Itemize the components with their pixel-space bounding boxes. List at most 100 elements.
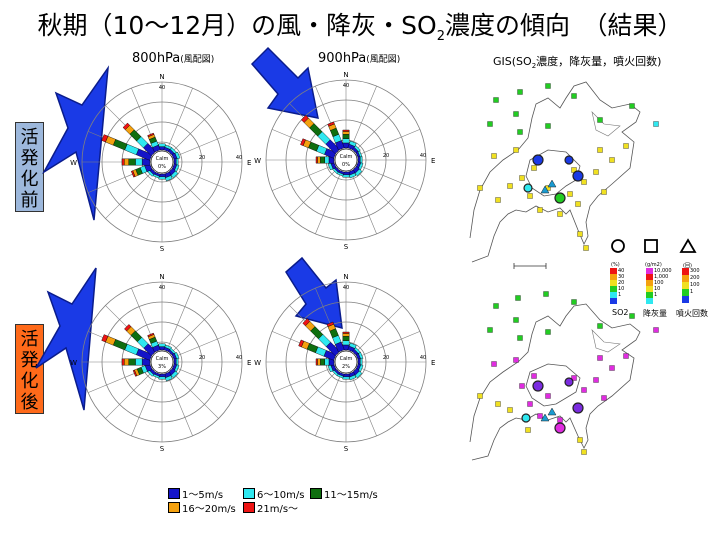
legend-value: 1	[654, 292, 658, 298]
rose-segment	[176, 358, 179, 366]
calm-value: 2%	[342, 364, 350, 370]
gis-so2-marker	[554, 422, 566, 434]
gis-station-marker	[507, 407, 513, 413]
rose-bar-WNW	[101, 134, 153, 161]
calm-value: 0%	[158, 164, 166, 170]
rose-segment	[158, 176, 166, 180]
rose-segment	[298, 339, 305, 348]
rose-west-label: W	[254, 157, 261, 165]
rose-segment	[348, 342, 357, 349]
rose-segment	[128, 358, 136, 366]
rose-bar-W	[121, 158, 151, 166]
gis-station-marker	[593, 377, 599, 383]
so2-legend-swatch	[610, 286, 617, 292]
gis-station-marker	[495, 197, 501, 203]
gis-so2-marker	[572, 402, 584, 414]
calm-circle	[334, 350, 358, 374]
rose-bar-NW	[122, 122, 157, 157]
rose-bar-SSE	[347, 169, 357, 179]
rose-segment	[327, 162, 334, 171]
erupt-legend-name: 噴火回数	[676, 309, 708, 318]
gis-station-marker	[515, 295, 521, 301]
gis-so2-marker	[554, 192, 566, 204]
erupt-legend-unit: (回)	[683, 263, 692, 269]
rose-segment	[300, 138, 306, 146]
rose-segment	[135, 158, 143, 166]
rose-north-label: N	[343, 273, 348, 281]
gis-station-marker	[577, 231, 583, 237]
rose-segment	[342, 131, 350, 135]
rose-tick-40: 40	[159, 85, 165, 91]
rose-segment	[101, 134, 109, 143]
gis-station-marker	[557, 211, 563, 217]
gis-map-before	[469, 81, 659, 269]
gis-station-marker	[545, 329, 551, 335]
gis-station-marker	[567, 191, 573, 197]
arrow-800-after	[35, 267, 97, 411]
rose-segment	[130, 170, 136, 178]
rose-bar-WSW	[327, 161, 337, 171]
rose-bar-SSE	[163, 171, 173, 182]
calm-circle	[334, 148, 358, 172]
rose-west-label: W	[70, 159, 77, 167]
gis-station-marker	[597, 355, 603, 361]
rose-segment	[147, 132, 155, 138]
rose-east-label: E	[431, 359, 435, 367]
gis-station-marker	[513, 357, 519, 363]
gis-station-marker	[493, 97, 499, 103]
gis-station-marker	[513, 111, 519, 117]
gis-station-marker	[575, 201, 581, 207]
rose-east-label: E	[431, 157, 435, 165]
gis-station-marker	[653, 121, 659, 127]
ash-legend-swatch	[646, 280, 653, 286]
rose-bar-WSW	[132, 363, 153, 377]
gis-station-marker	[537, 413, 543, 419]
calm-label: Calm	[156, 156, 169, 162]
gis-station-marker	[571, 93, 577, 99]
ash-legend-unit: (g/m2)	[645, 262, 662, 268]
rose-tick-40-east: 40	[420, 355, 426, 361]
gis-station-marker	[571, 375, 577, 381]
gis-station-marker	[491, 361, 497, 367]
legend-value: 20	[618, 280, 625, 286]
rose-bar-W	[315, 156, 335, 164]
erupt-legend-swatch	[682, 282, 689, 289]
gis-station-marker	[571, 299, 577, 305]
erupt-legend-swatch	[682, 289, 689, 296]
rose-segment	[164, 175, 173, 182]
rose-south-label: S	[344, 445, 349, 453]
gis-station-marker	[513, 147, 519, 153]
legend-value: 10,000	[654, 268, 672, 274]
gis-station-marker	[653, 327, 659, 333]
gis-station-marker	[593, 169, 599, 175]
side-label-after: 活発化後	[15, 324, 44, 414]
gis-station-marker	[477, 185, 483, 191]
ash-legend-swatch	[646, 286, 653, 292]
gis-station-marker	[487, 327, 493, 333]
rose-segment	[147, 332, 155, 338]
erupt-legend-values: 300 200 100 1	[690, 268, 700, 296]
so2-legend-swatch	[610, 280, 617, 286]
calm-value: 0%	[342, 162, 350, 168]
gis-station-marker	[477, 393, 483, 399]
rose-tick-40-east: 40	[236, 155, 242, 161]
erupt-legend-swatch	[682, 296, 689, 303]
gis-station-marker	[517, 129, 523, 135]
legend-value: 100	[690, 282, 700, 288]
gis-station-marker	[543, 291, 549, 297]
rose-segment	[348, 374, 357, 381]
gis-station-marker	[583, 245, 589, 251]
rose-segment	[342, 336, 350, 341]
arrow-800-before	[41, 65, 110, 221]
rose-north-label: N	[159, 273, 164, 281]
rose-segment	[353, 145, 361, 153]
ash-legend-swatch	[646, 298, 653, 304]
rose-bar-WNW	[300, 138, 337, 159]
rose-segment	[360, 358, 363, 366]
rose-segment	[342, 333, 350, 337]
gis-so2-marker	[532, 380, 544, 392]
speed-legend-5: 21m/s〜	[243, 500, 298, 515]
gis-station-marker	[557, 417, 563, 423]
rose-segment	[354, 370, 363, 379]
